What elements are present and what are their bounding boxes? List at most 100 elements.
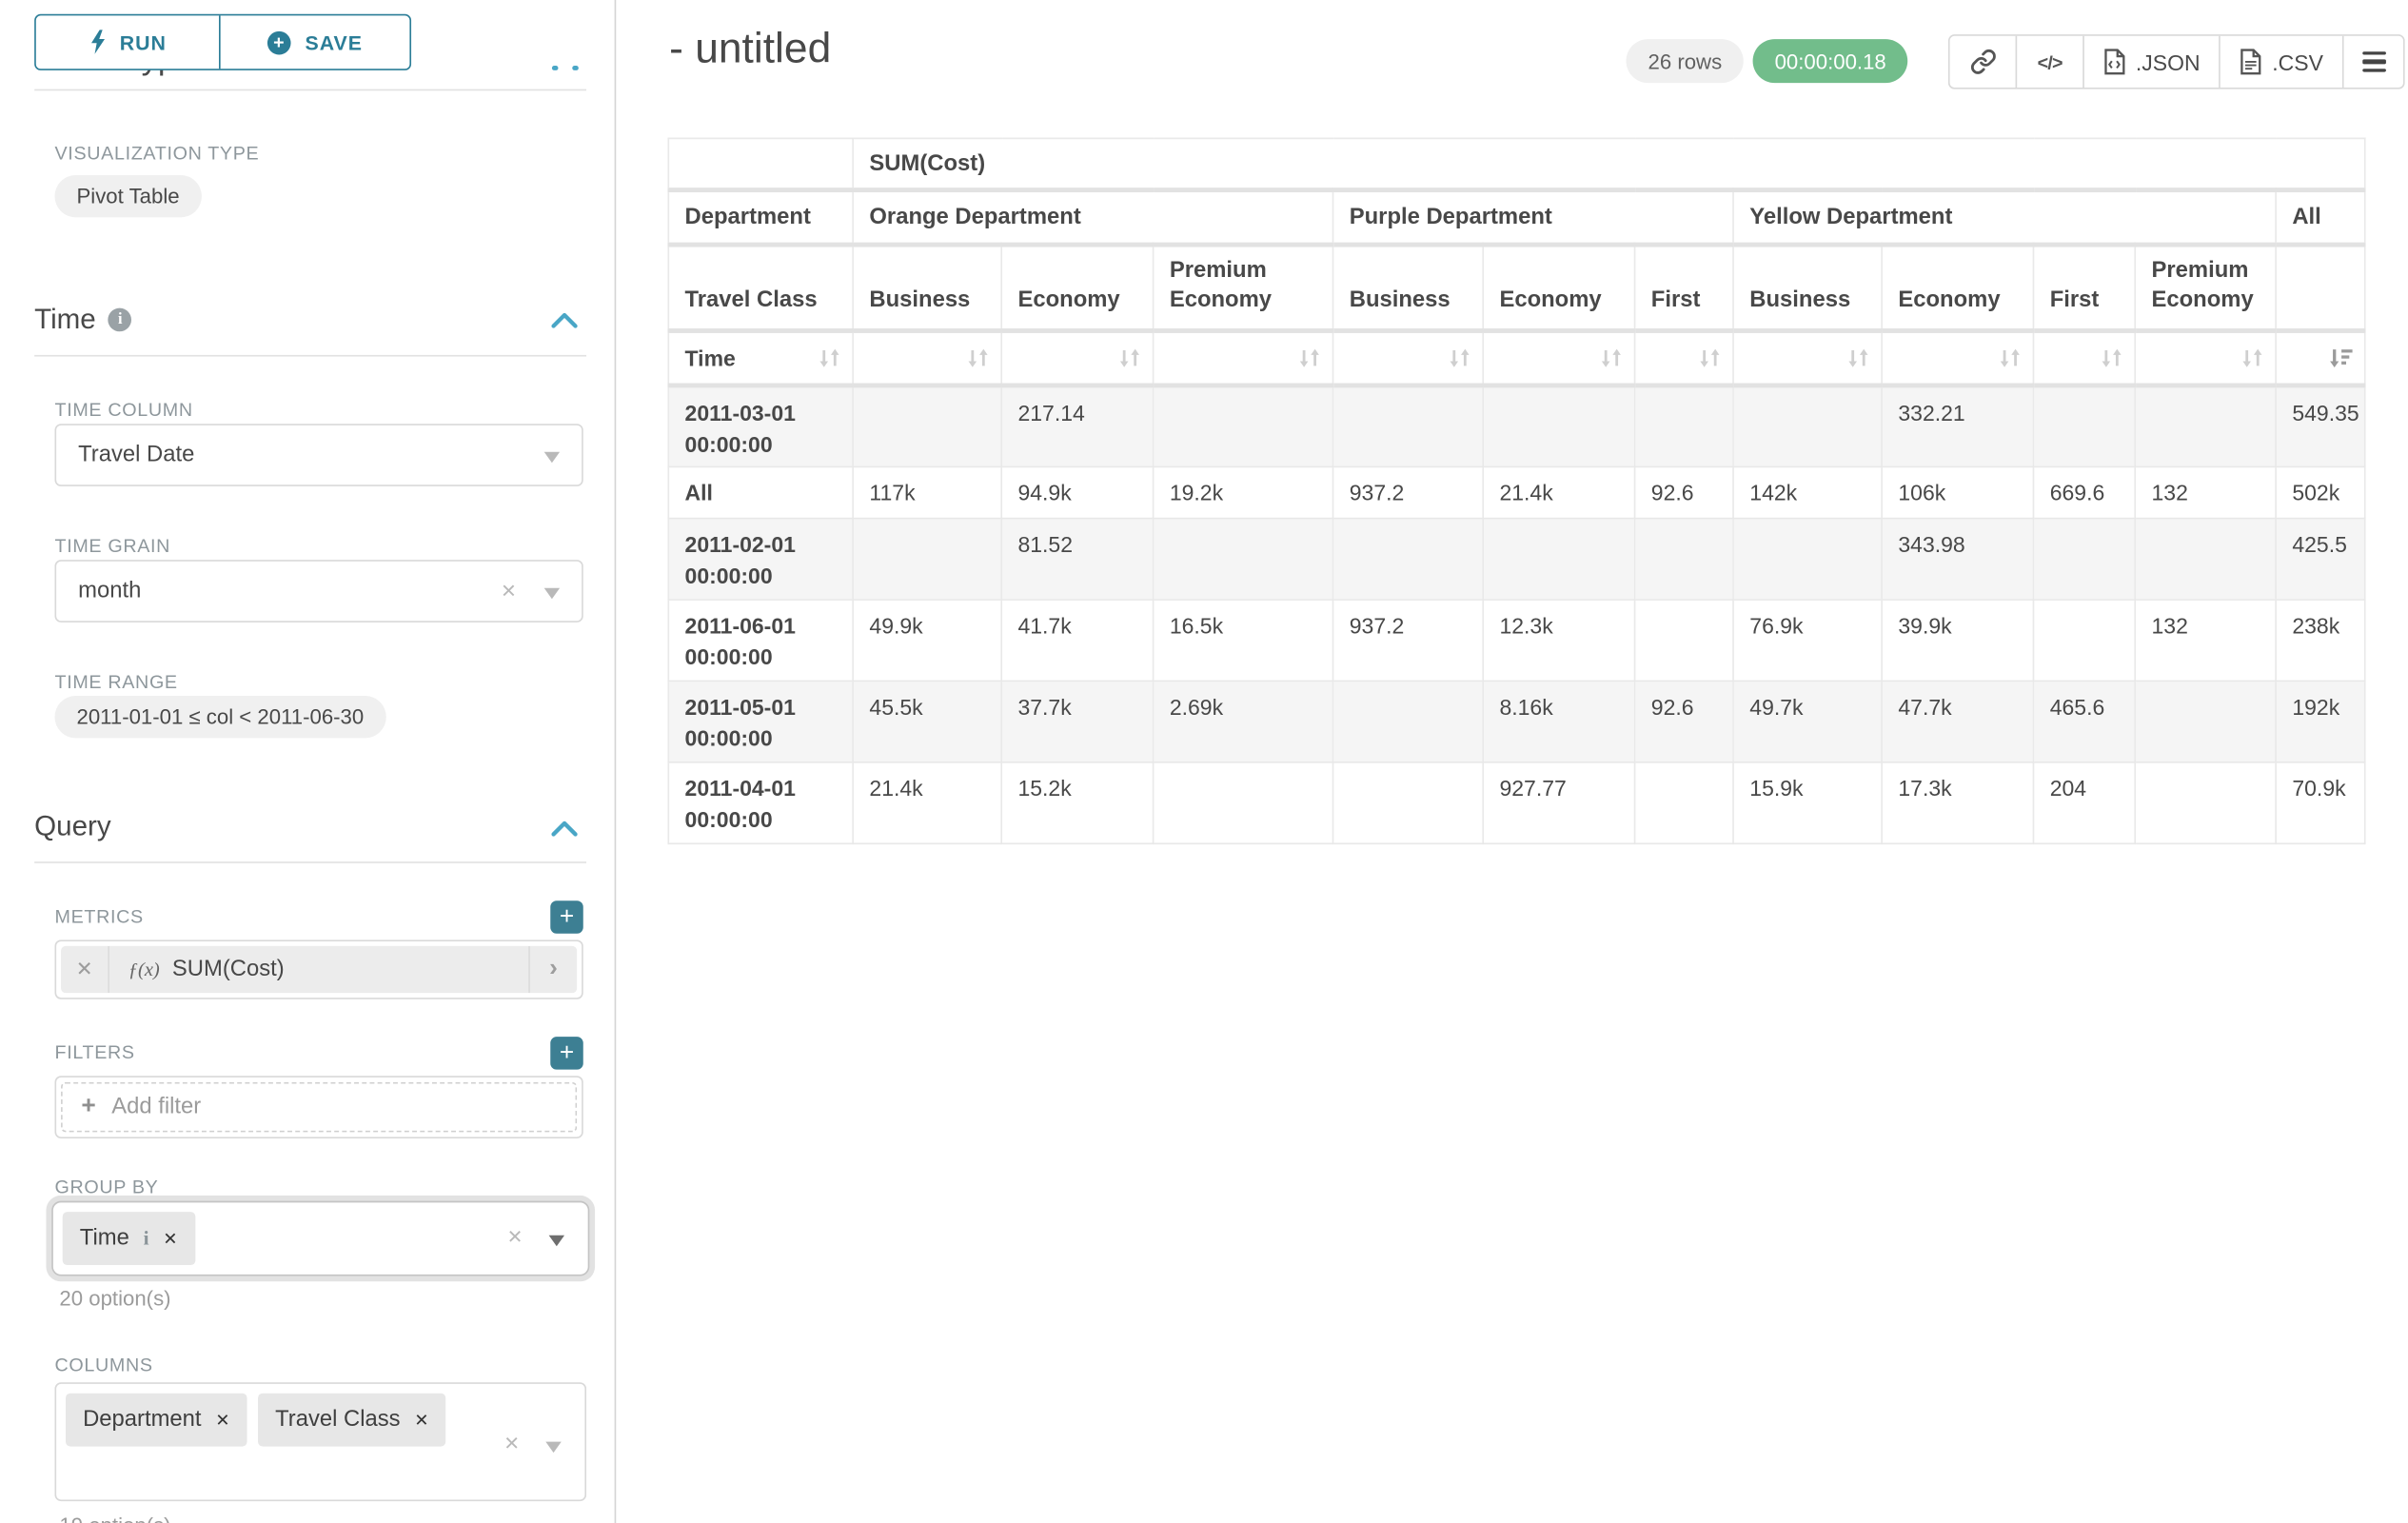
sort-updown-icon[interactable] [1448,347,1471,369]
pivot-value-cell: 2.69k [1154,681,1333,762]
pivot-value-cell [1332,681,1483,762]
metric-pill[interactable]: ✕ ƒ(x) SUM(Cost) › [61,946,577,993]
chart-title[interactable]: - untitled [669,25,831,73]
pivot-value-cell: 238k [2276,600,2365,681]
time-grain-select[interactable]: month × [54,560,582,623]
chevron-down-icon [549,1236,564,1246]
query-collapse-chevron-icon[interactable] [550,820,579,839]
metric-header-cell: SUM(Cost) [853,138,2365,189]
sort-updown-icon[interactable] [1698,347,1722,369]
sort-updown-icon[interactable] [818,347,841,369]
column-sort-cell[interactable] [1154,330,1333,385]
time-column-label: TIME COLUMN [54,399,192,421]
columns-label: COLUMNS [54,1355,152,1376]
time-column-select[interactable]: Travel Date [54,424,582,486]
save-button[interactable]: + SAVE [221,15,410,69]
travel-class-header: Business [853,245,1001,330]
time-range-pill[interactable]: 2011-01-01 ≤ col < 2011-06-30 [54,696,385,738]
column-sort-cell[interactable] [1733,330,1882,385]
export-json-button[interactable]: .JSON [2084,36,2220,88]
row-label-cell: 2011-05-0100:00:00 [668,681,853,762]
pivot-value-cell [2135,681,2276,762]
pivot-value-cell: 937.2 [1332,600,1483,681]
selected-value-tag[interactable]: Travel Class✕ [258,1394,446,1447]
file-code-icon [2102,49,2126,75]
clear-icon[interactable]: × [504,1431,519,1459]
column-sort-cell[interactable] [853,330,1001,385]
travel-class-header: Business [1733,245,1882,330]
column-sort-cell[interactable] [2033,330,2135,385]
pivot-value-cell: 94.9k [1001,466,1153,518]
time-sort-header[interactable]: Time [668,330,853,385]
expand-metric-icon[interactable]: › [528,946,577,993]
remove-tag-icon[interactable]: ✕ [414,1410,428,1430]
metrics-label: METRICS [54,905,143,927]
run-save-button-group: RUN + SAVE [34,14,411,70]
column-sort-cell[interactable] [1332,330,1483,385]
pivot-value-cell [1635,519,1733,600]
row-label-cell: 2011-06-0100:00:00 [668,600,853,681]
share-link-button[interactable] [1950,36,2018,88]
columns-options-hint: 19 option(s) [59,1513,170,1523]
pivot-value-cell: 49.7k [1733,681,1882,762]
add-filter-button[interactable]: + Add filter [61,1082,577,1133]
pivot-value-cell [1332,519,1483,600]
sort-updown-icon[interactable] [1118,347,1142,369]
pivot-value-cell [1733,519,1882,600]
sort-updown-icon[interactable] [1298,347,1322,369]
sort-updown-icon[interactable] [1600,347,1624,369]
row-dimension-header: Department [668,190,853,245]
travel-class-header: Premium Economy [2135,245,2276,330]
pivot-value-cell [1635,762,1733,843]
pivot-value-cell [853,386,1001,466]
pivot-value-cell: 12.3k [1483,600,1634,681]
export-csv-button[interactable]: .CSV [2220,36,2344,88]
remove-metric-icon[interactable]: ✕ [61,946,109,993]
column-sort-cell[interactable] [2276,330,2365,385]
pivot-value-cell: 39.9k [1882,600,2033,681]
info-icon: i [109,308,132,332]
group-by-select[interactable]: Timei✕ × [51,1201,589,1276]
remove-tag-icon[interactable]: ✕ [215,1410,229,1430]
column-sort-cell[interactable] [1635,330,1733,385]
sort-updown-icon[interactable] [2240,347,2264,369]
time-range-label: TIME RANGE [54,671,177,693]
pivot-value-cell [2135,386,2276,466]
view-query-button[interactable]: </> [2017,36,2084,88]
pivot-value-cell [1483,386,1634,466]
clear-icon[interactable]: × [502,579,516,607]
sort-updown-icon[interactable] [966,347,990,369]
add-metric-button[interactable]: + [550,900,582,933]
column-sort-cell[interactable] [1001,330,1153,385]
pivot-value-cell [2033,386,2135,466]
pivot-value-cell: 92.6 [1635,466,1733,518]
selected-value-tag[interactable]: Department✕ [66,1394,247,1447]
selected-value-tag[interactable]: Timei✕ [63,1212,195,1265]
sort-updown-icon[interactable] [1846,347,1870,369]
menu-button[interactable] [2344,36,2403,88]
pivot-table-container: SUM(Cost)DepartmentOrange DepartmentPurp… [667,138,2365,845]
hamburger-icon [2361,51,2385,73]
pivot-value-cell: 76.9k [1733,600,1882,681]
viz-type-pill[interactable]: Pivot Table [54,175,201,217]
pivot-data-row: 2011-05-0100:00:0045.5k37.7k2.69k8.16k92… [668,681,2364,762]
sort-updown-icon[interactable] [2100,347,2123,369]
column-sort-cell[interactable] [2135,330,2276,385]
pivot-value-cell: 21.4k [853,762,1001,843]
metrics-box: ✕ ƒ(x) SUM(Cost) › [54,940,582,999]
pivot-value-cell: 92.6 [1635,681,1733,762]
sort-updown-icon[interactable] [1998,347,2022,369]
remove-tag-icon[interactable]: ✕ [163,1228,177,1248]
column-sort-cell[interactable] [1882,330,2033,385]
time-collapse-chevron-icon[interactable] [550,311,579,330]
clear-icon[interactable]: × [507,1224,522,1253]
add-filter-plus-button[interactable]: + [550,1037,582,1069]
column-group-header: Orange Department [853,190,1332,245]
run-button[interactable]: RUN [36,15,221,69]
column-sort-cell[interactable] [1483,330,1634,385]
sort-desc-active-icon[interactable] [2328,347,2353,369]
pivot-corner-cell [668,138,853,189]
columns-select[interactable]: Department✕Travel Class✕ × [54,1382,586,1501]
pivot-value-cell: 16.5k [1154,600,1333,681]
pivot-data-row: All117k94.9k19.2k937.221.4k92.6142k106k6… [668,466,2364,518]
